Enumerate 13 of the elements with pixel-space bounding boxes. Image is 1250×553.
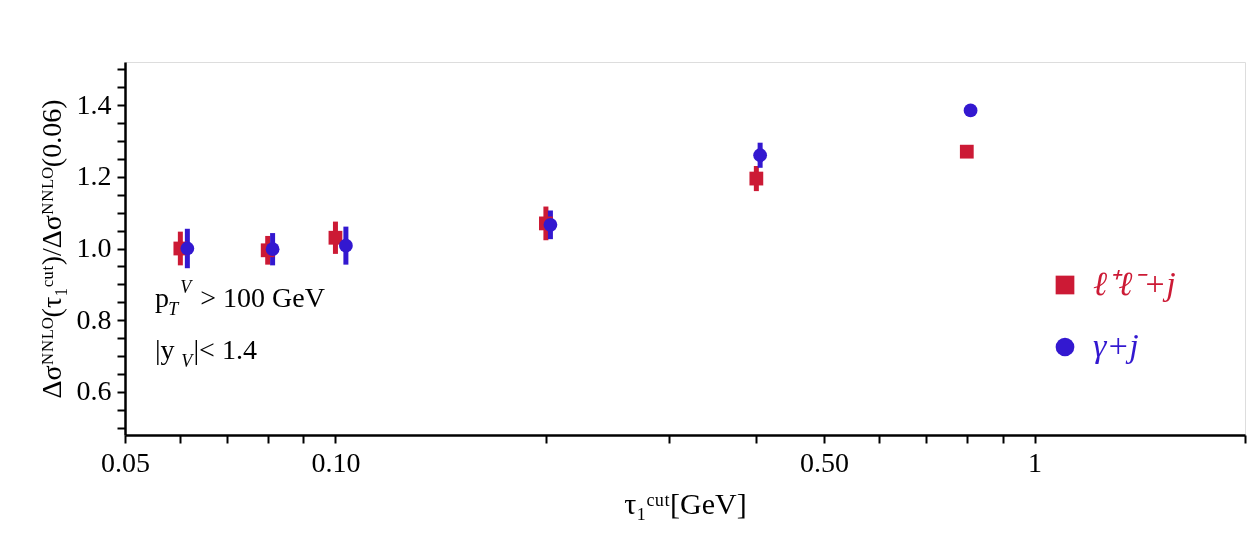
y-tick-label: 1.2 <box>76 160 112 192</box>
x-tick-label: 1 <box>1028 446 1043 478</box>
x-tick-label: 0.50 <box>800 446 850 478</box>
y-tick-label: 1.4 <box>76 88 112 120</box>
x-axis-title: τ₁ᶜᵘᵗ[GeV] <box>624 486 747 520</box>
legend-label: ℓ⁺ℓ⁻+j <box>1093 265 1176 302</box>
x-tick-label: 0.05 <box>101 446 150 478</box>
y-tick-label: 0.8 <box>76 303 112 335</box>
y-tick-label: 1.0 <box>76 232 112 263</box>
legend-label: γ+j <box>1093 327 1139 364</box>
x-tick-label: 0.10 <box>311 446 361 478</box>
y-axis-title: Δσᴺᴺᴸᴼ(τ₁ᶜᵘᵗ)/Δσᴺᴺᴸᴼ(0.06) <box>35 99 67 399</box>
y-tick-label: 0.6 <box>76 375 112 407</box>
